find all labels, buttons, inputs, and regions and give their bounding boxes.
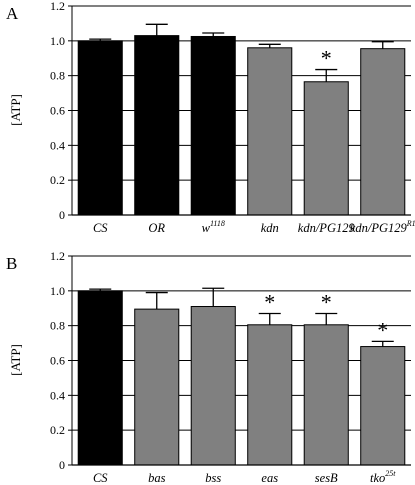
y-tick-label: 0.2	[50, 173, 65, 187]
bar	[360, 48, 406, 216]
y-tick-label: 0.6	[50, 104, 65, 118]
category-label-superscript: 1118	[210, 219, 225, 228]
bar	[247, 324, 293, 466]
bar	[303, 81, 349, 216]
category-label: eas	[261, 471, 278, 485]
significance-star: *	[321, 289, 332, 314]
category-label-text: bas	[148, 471, 166, 485]
y-tick-label: 0.8	[50, 69, 65, 83]
category-label: kdn/PG129R1	[350, 219, 415, 235]
category-label: bss	[205, 471, 221, 485]
y-tick-label: 0.8	[50, 319, 65, 333]
bar	[190, 306, 236, 466]
panel-b: 0 0.2 0.4 0.6 0.8 1.0 1.2 CS bas bss * eas * sesB * tko…	[6, 249, 411, 485]
category-label-superscript: 25t	[385, 469, 396, 478]
y-axis-label: [ATP]	[8, 94, 23, 126]
significance-star: *	[321, 46, 332, 71]
category-label-text: w	[202, 221, 211, 235]
y-tick-label: 0.6	[50, 354, 65, 368]
category-label-text: CS	[93, 471, 108, 485]
y-tick-label: 1.2	[50, 0, 65, 13]
y-tick-label: 0.4	[50, 388, 65, 402]
y-tick-label: 1.0	[50, 34, 65, 48]
bar	[303, 324, 349, 466]
category-label: sesB	[315, 471, 338, 485]
bar	[360, 346, 406, 466]
category-label-text: CS	[93, 221, 108, 235]
bar	[190, 35, 236, 216]
category-label-text: eas	[261, 471, 278, 485]
bar	[77, 290, 123, 466]
y-tick-label: 1.2	[50, 249, 65, 263]
category-label-text: bss	[205, 471, 221, 485]
significance-star: *	[264, 289, 275, 314]
category-label: w1118	[202, 219, 225, 235]
y-tick-label: 0	[59, 458, 65, 472]
category-label: CS	[93, 471, 108, 485]
y-tick-label: 0	[59, 208, 65, 222]
y-tick-label: 0.2	[50, 423, 65, 437]
y-axis-label: [ATP]	[8, 344, 23, 376]
category-label: kdn	[261, 221, 279, 235]
category-label-text: kdn/PG129	[350, 221, 408, 235]
panel-label: A	[6, 4, 19, 23]
category-label: tko25t	[370, 469, 396, 485]
panel-a: 0 0.2 0.4 0.6 0.8 1.0 1.2 CS OR w1118 kdn * kdn/PG12…	[6, 0, 415, 235]
category-label-text: tko	[370, 471, 385, 485]
category-label: bas	[148, 471, 166, 485]
category-label-text: sesB	[315, 471, 338, 485]
bar	[134, 308, 180, 466]
category-label-text: kdn/PG129	[298, 221, 356, 235]
panel-label: B	[6, 254, 17, 273]
bar	[77, 40, 123, 216]
category-label: kdn/PG129	[298, 221, 356, 235]
category-label: OR	[148, 221, 165, 235]
category-label-text: kdn	[261, 221, 279, 235]
bar	[134, 35, 180, 216]
y-tick-label: 1.0	[50, 284, 65, 298]
y-tick-label: 0.4	[50, 138, 65, 152]
category-label-superscript: R1	[406, 219, 415, 228]
significance-star: *	[377, 317, 388, 342]
category-label-text: OR	[148, 221, 165, 235]
category-label: CS	[93, 221, 108, 235]
bar	[247, 47, 293, 216]
